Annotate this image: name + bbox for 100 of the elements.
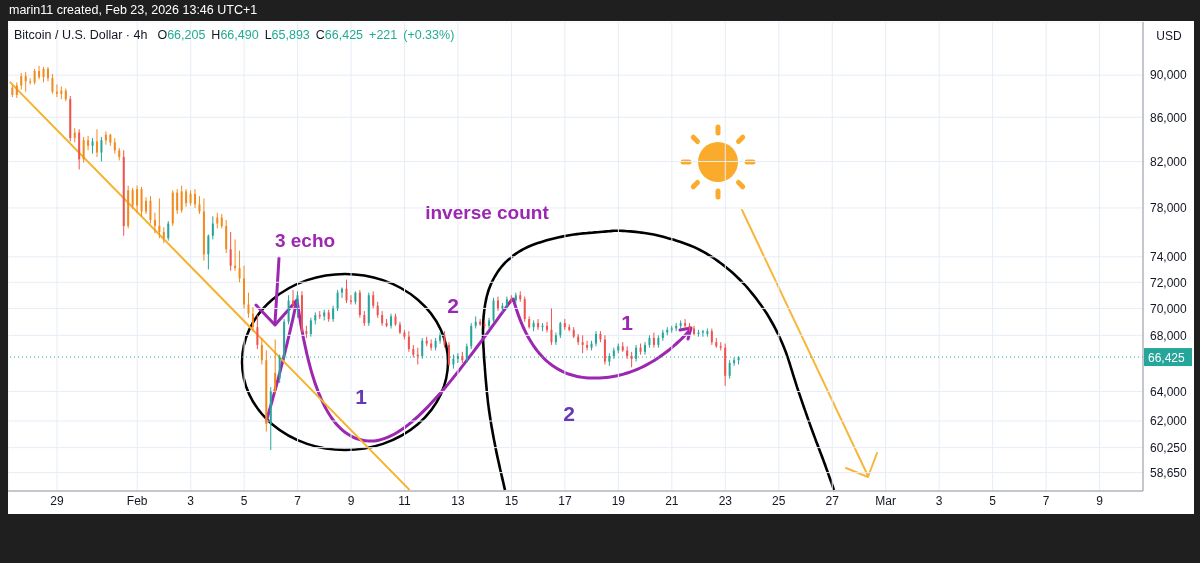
candlestick xyxy=(82,136,85,164)
x-tick-label: 5 xyxy=(240,493,248,508)
y-tick-label: 68,000 xyxy=(1150,328,1188,343)
candlestick xyxy=(701,329,704,338)
candlestick xyxy=(145,196,148,215)
candlestick xyxy=(407,330,410,353)
candlestick xyxy=(100,136,103,163)
candlestick xyxy=(180,185,183,214)
candlestick xyxy=(207,234,210,270)
y-tick-label: 70,000 xyxy=(1150,301,1188,316)
annotation: inverse count xyxy=(425,201,549,223)
x-tick-label: 17 xyxy=(558,493,572,508)
x-tick-label: 19 xyxy=(611,493,626,508)
x-tick-label: 9 xyxy=(1096,493,1104,508)
candlestick xyxy=(684,318,687,330)
y-tick-label: 60,250 xyxy=(1150,440,1188,455)
candlestick xyxy=(243,265,246,309)
candlestick xyxy=(358,289,361,319)
candlestick xyxy=(470,322,473,350)
candlestick xyxy=(136,185,139,214)
candlestick xyxy=(251,306,254,332)
candlestick xyxy=(586,340,589,351)
candlestick xyxy=(465,343,468,364)
y-tick-label: 78,000 xyxy=(1150,201,1188,216)
y-tick-label: 72,000 xyxy=(1150,275,1188,290)
x-tick-label: 9 xyxy=(347,493,355,508)
candlestick xyxy=(229,231,232,272)
candlestick xyxy=(260,337,263,365)
candlestick xyxy=(51,73,54,95)
candlestick xyxy=(492,297,495,324)
annotation: 2 xyxy=(447,293,459,317)
candlestick xyxy=(523,296,526,323)
y-tick-label: 74,000 xyxy=(1150,250,1188,265)
x-tick-label: 27 xyxy=(825,493,840,508)
candlestick xyxy=(545,321,548,334)
candlestick xyxy=(153,212,156,234)
candlestick xyxy=(728,359,731,380)
candlestick xyxy=(194,188,197,209)
candlestick xyxy=(104,130,107,146)
candlestick xyxy=(274,338,277,395)
candlestick xyxy=(349,294,352,305)
candlestick xyxy=(594,330,597,347)
candlestick xyxy=(345,279,348,304)
x-tick-label: 3 xyxy=(935,493,943,508)
x-tick-label: 25 xyxy=(772,493,786,508)
candlestick xyxy=(341,286,344,299)
candlestick xyxy=(652,332,655,349)
candlestick xyxy=(381,310,384,327)
candlestick xyxy=(46,66,49,82)
y-tick-label: 64,000 xyxy=(1150,384,1188,399)
candlestick xyxy=(456,352,459,364)
x-tick-label: Mar xyxy=(875,493,897,508)
candlestick xyxy=(87,135,90,151)
candlestick xyxy=(603,334,606,365)
candlestick xyxy=(693,325,696,336)
candlestick xyxy=(225,219,228,254)
candlestick xyxy=(309,317,312,338)
y-tick-label: 82,000 xyxy=(1150,154,1188,169)
x-tick-label: 29 xyxy=(50,493,64,508)
candlestick xyxy=(55,83,58,98)
y-tick-label: 58,650 xyxy=(1150,465,1188,480)
candlestick xyxy=(131,187,134,210)
candlestick xyxy=(247,292,250,319)
x-tick-label: 13 xyxy=(451,493,465,508)
text: marin11 created, Feb 23, 2026 13:46 UTC+1 xyxy=(9,3,258,17)
candlestick xyxy=(296,290,299,319)
annotation: 1 xyxy=(621,310,633,334)
candlestick xyxy=(488,317,491,330)
y-tick-label: 62,000 xyxy=(1150,414,1188,429)
y-axis-title: USD xyxy=(1155,28,1183,44)
x-tick-label: 7 xyxy=(1042,493,1050,508)
y-tick-label: 90,000 xyxy=(1150,68,1188,83)
x-tick-label: 3 xyxy=(187,493,195,508)
candlestick xyxy=(158,197,161,239)
candlestick xyxy=(336,289,339,312)
candlestick xyxy=(167,220,170,242)
candlestick xyxy=(176,188,179,215)
candlestick xyxy=(149,195,152,225)
y-tick-label: 86,000 xyxy=(1150,110,1188,125)
x-tick-label: 15 xyxy=(504,493,519,508)
x-tick-label: 23 xyxy=(718,493,733,508)
candlestick xyxy=(140,186,143,217)
candlestick xyxy=(550,307,553,346)
candlestick xyxy=(439,332,442,345)
candlestick xyxy=(256,314,259,350)
candlestick xyxy=(430,338,433,351)
candlestick xyxy=(24,71,27,93)
x-tick-label: 7 xyxy=(294,493,302,508)
candlestick xyxy=(537,318,540,331)
candlestick xyxy=(95,128,98,158)
candlestick xyxy=(211,215,214,240)
x-tick-label: Feb xyxy=(126,493,148,508)
candlestick xyxy=(287,294,290,325)
candlestick xyxy=(421,337,424,360)
annotation: 2 xyxy=(563,401,575,425)
x-tick-label: 11 xyxy=(398,493,412,508)
text: O66,205 H66,490 L65,893 C66,425 +221 (+0.33%) xyxy=(157,28,455,42)
annotation: 1 xyxy=(355,384,367,408)
text: Bitcoin / U.S. Dollar · 4h xyxy=(14,28,148,42)
candlestick xyxy=(38,65,41,80)
